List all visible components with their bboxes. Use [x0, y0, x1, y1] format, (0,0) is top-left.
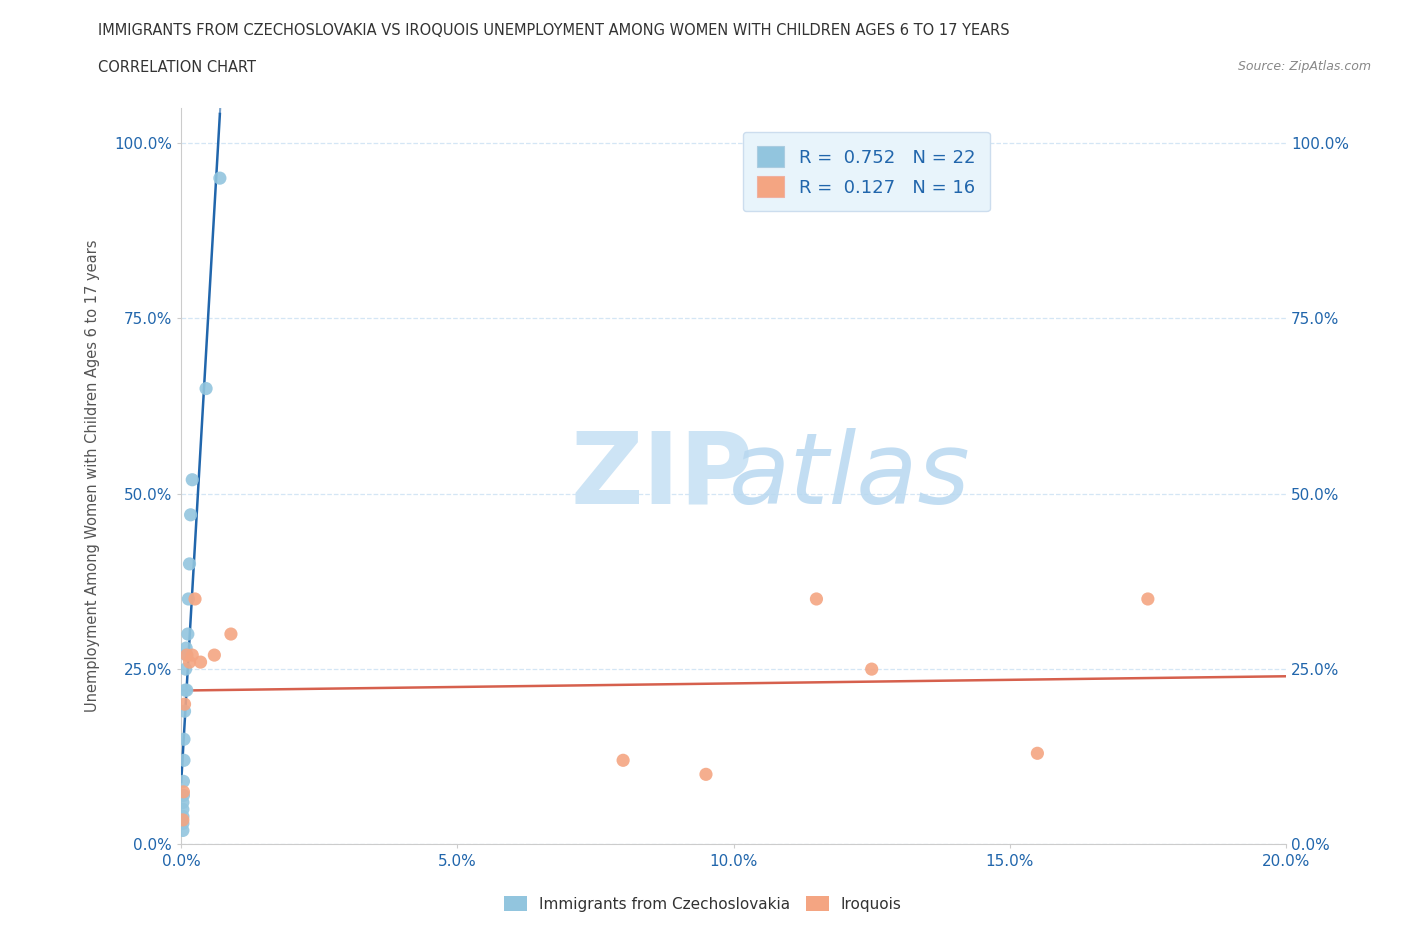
Text: ZIP: ZIP: [571, 428, 754, 525]
Point: [176, 683, 198, 698]
Point: [195, 381, 218, 396]
Point: [1136, 591, 1159, 606]
Text: Source: ZipAtlas.com: Source: ZipAtlas.com: [1237, 60, 1371, 73]
Point: [172, 816, 194, 830]
Point: [177, 627, 200, 642]
Point: [173, 697, 195, 711]
Point: [174, 683, 197, 698]
Point: [173, 732, 195, 747]
Legend: R =  0.752   N = 22, R =  0.127   N = 16: R = 0.752 N = 22, R = 0.127 N = 16: [742, 132, 990, 211]
Point: [180, 508, 202, 523]
Point: [172, 795, 194, 810]
Point: [174, 661, 197, 676]
Point: [176, 647, 198, 662]
Point: [172, 823, 194, 838]
Text: IMMIGRANTS FROM CZECHOSLOVAKIA VS IROQUOIS UNEMPLOYMENT AMONG WOMEN WITH CHILDRE: IMMIGRANTS FROM CZECHOSLOVAKIA VS IROQUO…: [98, 23, 1010, 38]
Y-axis label: Unemployment Among Women with Children Ages 6 to 17 years: Unemployment Among Women with Children A…: [86, 240, 100, 712]
Point: [179, 556, 201, 571]
Point: [179, 655, 201, 670]
Point: [172, 784, 194, 799]
Point: [177, 591, 200, 606]
Point: [202, 647, 225, 662]
Point: [172, 802, 194, 817]
Text: atlas: atlas: [728, 428, 970, 525]
Point: [176, 647, 198, 662]
Point: [173, 753, 195, 768]
Point: [208, 171, 231, 186]
Point: [612, 753, 634, 768]
Point: [1026, 746, 1049, 761]
Text: CORRELATION CHART: CORRELATION CHART: [98, 60, 256, 75]
Point: [173, 704, 195, 719]
Point: [181, 647, 204, 662]
Point: [172, 788, 194, 803]
Point: [806, 591, 828, 606]
Point: [181, 472, 204, 487]
Point: [172, 813, 194, 828]
Point: [172, 774, 194, 789]
Point: [219, 627, 242, 642]
Legend: Immigrants from Czechoslovakia, Iroquois: Immigrants from Czechoslovakia, Iroquois: [498, 889, 908, 918]
Point: [190, 655, 212, 670]
Point: [860, 661, 883, 676]
Point: [174, 641, 197, 656]
Point: [184, 591, 207, 606]
Point: [172, 809, 194, 824]
Point: [695, 767, 717, 782]
